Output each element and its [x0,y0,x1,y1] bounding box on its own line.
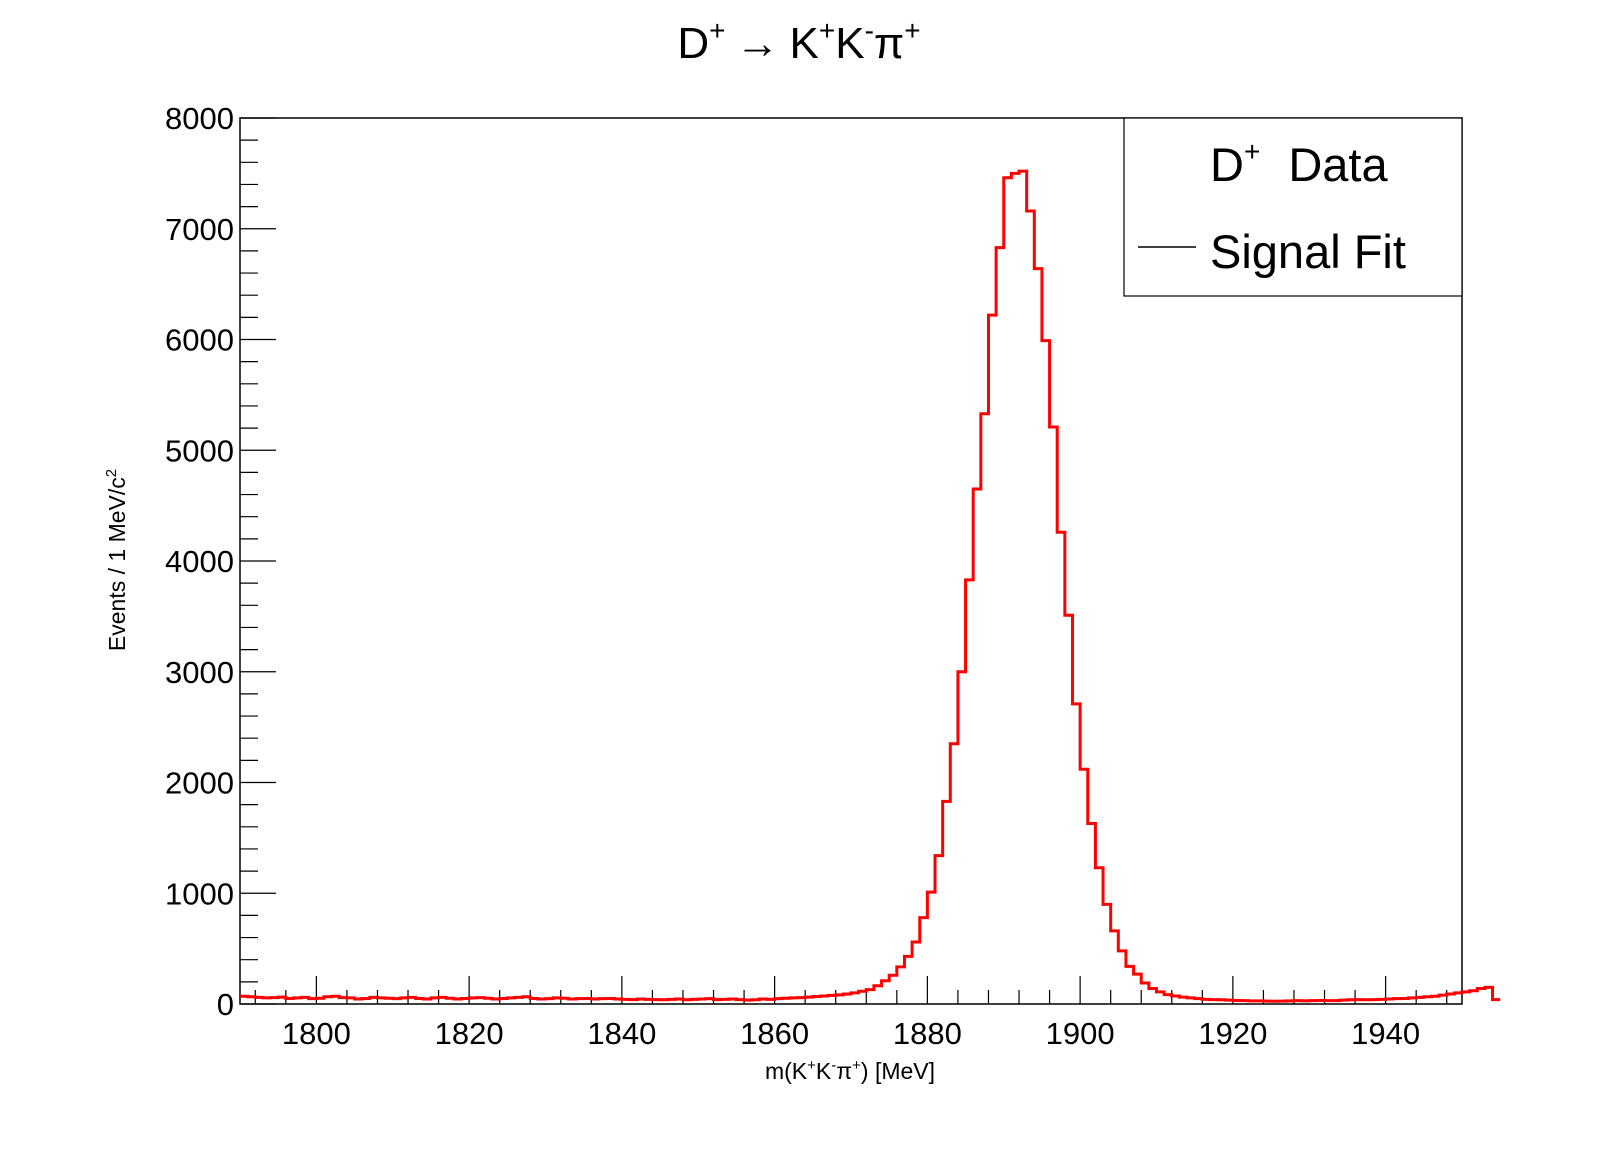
x-axis-title-sup1: + [807,1057,816,1074]
y-tick-label: 4000 [165,544,234,579]
y-tick-label: 0 [217,987,234,1022]
legend-entry-data-d: D [1210,138,1244,191]
y-axis-title-sup: 2 [103,469,120,477]
y-axis-title: Events / 1 MeV/c2 [103,469,130,651]
x-axis-title: m(K+K-π+) [MeV] [765,1057,935,1084]
x-axis-title-post: ) [MeV] [861,1058,935,1084]
legend-entry-data-rest: Data [1288,138,1388,191]
y-tick-label: 8000 [165,101,234,136]
x-tick-label: 1900 [1046,1016,1115,1051]
y-tick-label: 7000 [165,212,234,247]
x-axis-title-mid: K [816,1058,832,1084]
x-tick-label: 1880 [893,1016,962,1051]
x-axis-title-sup2: - [831,1057,836,1074]
y-tick-label: 3000 [165,655,234,690]
x-tick-label: 1860 [740,1016,809,1051]
chart-title-pi-sup: + [904,15,920,46]
chart-title-d: D [677,19,709,68]
legend-entry-data: D+ Data [1210,136,1388,191]
chart-title-k1-sup: + [819,15,835,46]
chart-title-pi: π [874,19,904,68]
chart-title-sup: + [709,15,725,46]
chart-title-k1: K [790,19,819,68]
y-tick-label: 5000 [165,433,234,468]
y-axis-title-text: Events / 1 MeV/c [104,477,130,651]
x-tick-label: 1840 [587,1016,656,1051]
x-tick-label: 1800 [282,1016,351,1051]
x-axis-title-pi: π [836,1058,852,1084]
chart-title-k2: K [835,19,864,68]
data-histogram [240,169,1501,1003]
y-tick-label: 1000 [165,876,234,911]
legend-entry-data-sup: + [1244,136,1260,167]
chart-title-k2-sup: - [865,15,874,46]
x-tick-label: 1920 [1198,1016,1267,1051]
x-tick-label: 1820 [435,1016,504,1051]
chart-title-arrow: → [736,19,780,68]
legend-box [1123,117,1463,297]
chart-title: D+ → K+K-π+ [677,15,920,68]
y-tick-label: 2000 [165,766,234,801]
y-axis-ticks [240,117,276,1005]
legend-entry-fit: Signal Fit [1210,225,1406,278]
x-axis-title-pre: m(K [765,1058,808,1084]
legend: D+ Data Signal Fit [1123,117,1463,297]
x-axis-tick-labels: 1800 1820 1840 1860 1880 1900 1920 1940 [282,1016,1420,1051]
y-tick-label: 6000 [165,323,234,358]
y-axis-tick-labels: 0 1000 2000 3000 4000 5000 6000 7000 8000 [165,101,234,1022]
x-axis-title-sup3: + [852,1057,861,1074]
x-tick-label: 1940 [1351,1016,1420,1051]
